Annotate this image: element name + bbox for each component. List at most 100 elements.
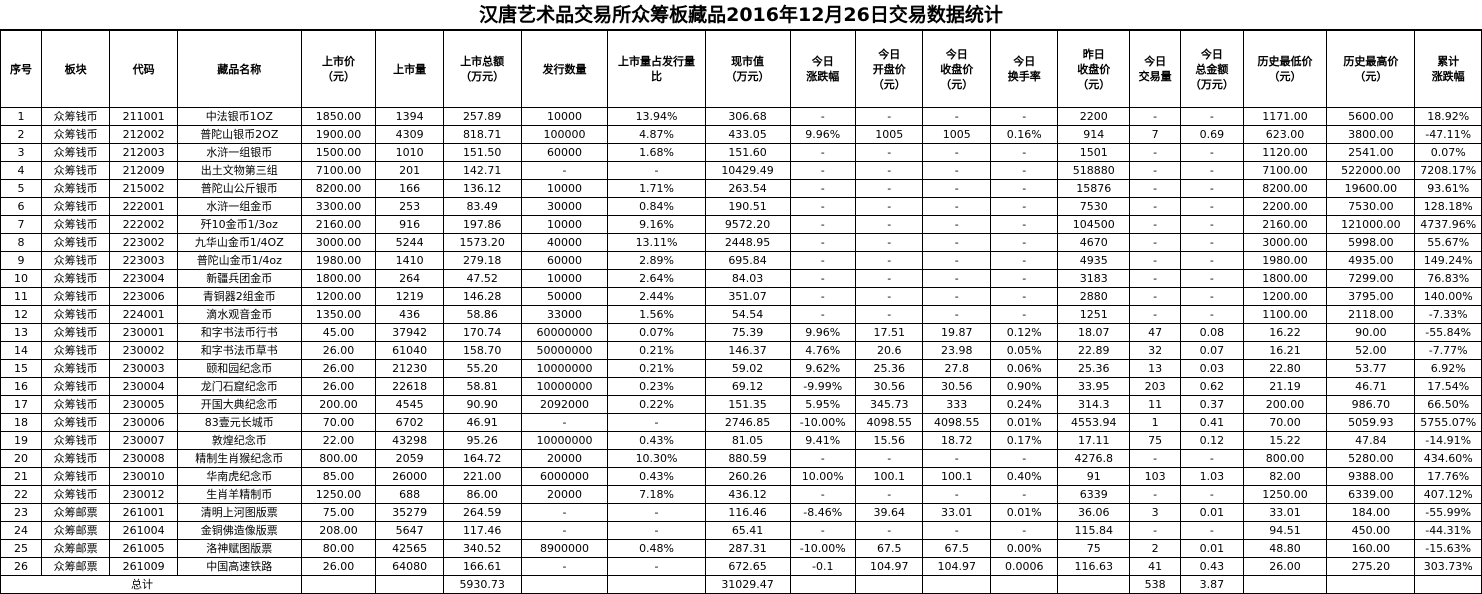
table-cell: 450.00: [1326, 521, 1416, 540]
table-cell: 2118.00: [1326, 305, 1416, 324]
table-cell: 众筹钱币: [40, 179, 111, 198]
table-cell: 30.56: [854, 377, 924, 396]
table-cell: -: [1180, 233, 1244, 252]
table-cell: -55.84%: [1414, 323, 1482, 342]
table-row: 2 众筹钱币 212002 普陀山银币2OZ 1900.00 4309 818.71 1000…: [0, 125, 1482, 144]
table-cell: [1057, 575, 1131, 594]
table-cell: 和字书法币行书: [176, 323, 302, 342]
table-cell: 3300.00: [300, 197, 377, 216]
table-cell: 0.12%: [989, 323, 1059, 342]
table-cell: 1573.20: [442, 233, 522, 252]
table-cell: 116.46: [704, 503, 791, 522]
table-cell: 1200.00: [1242, 287, 1328, 306]
table-cell: 8900000: [520, 539, 609, 558]
table-cell: 华南虎纪念币: [176, 467, 302, 486]
table-cell: 2.89%: [607, 251, 706, 270]
table-cell: 7100.00: [1242, 161, 1328, 180]
column-header: 藏品名称: [176, 30, 302, 108]
table-cell: 0.07%: [1414, 143, 1482, 162]
table-cell: 20: [0, 449, 42, 468]
table-cell: -: [854, 287, 924, 306]
table-cell: -: [789, 305, 856, 324]
table-cell: -: [1180, 287, 1244, 306]
table-cell: 滴水观音金币: [176, 305, 302, 324]
table-cell: -: [922, 161, 991, 180]
table-cell: 8: [0, 233, 42, 252]
column-header: 上市价 （元）: [300, 30, 377, 108]
table-cell: 5: [0, 179, 42, 198]
table-cell: 695.84: [704, 251, 791, 270]
table-cell: 众筹邮票: [40, 557, 111, 576]
table-cell: 1800.00: [1242, 269, 1328, 288]
table-cell: 5755.07%: [1414, 413, 1482, 432]
table-cell: 436: [375, 305, 444, 324]
table-cell: 30000: [520, 197, 609, 216]
table-cell: 433.05: [704, 125, 791, 144]
table-cell: 0.48%: [607, 539, 706, 558]
table-cell: 522000.00: [1326, 161, 1416, 180]
table-cell: 普陀山公斤银币: [176, 179, 302, 198]
table-cell: -: [989, 233, 1059, 252]
table-cell: 25.36: [1057, 359, 1131, 378]
table-cell: 2541.00: [1326, 143, 1416, 162]
table-cell: [1326, 575, 1416, 594]
table-cell: 水浒一组金币: [176, 197, 302, 216]
table-cell: 50000000: [520, 341, 609, 360]
table-cell: 76.83%: [1414, 269, 1482, 288]
table-cell: 4935.00: [1326, 251, 1416, 270]
table-cell: 23: [0, 503, 42, 522]
table-cell: 11: [0, 287, 42, 306]
table-cell: -: [1129, 485, 1182, 504]
table-cell: 1.68%: [607, 143, 706, 162]
table-cell: -: [1180, 161, 1244, 180]
table-cell: 20.6: [854, 341, 924, 360]
table-cell: -: [854, 521, 924, 540]
table-cell: 116.63: [1057, 557, 1131, 576]
column-header: 今日 开盘价 （元）: [854, 30, 924, 108]
table-cell: 4.76%: [789, 341, 856, 360]
table-cell: -8.46%: [789, 503, 856, 522]
table-cell: -: [1129, 161, 1182, 180]
table-row: 8 众筹钱币 223002 九华山金币1/4OZ 3000.00 5244 1573.20 4…: [0, 233, 1482, 252]
table-cell: [1242, 575, 1328, 594]
table-cell: 230007: [109, 431, 178, 450]
table-cell: 93.61%: [1414, 179, 1482, 198]
table-cell: 7100.00: [300, 161, 377, 180]
table-cell: -: [789, 143, 856, 162]
table-cell: -: [789, 107, 856, 126]
table-cell: 33.01: [922, 503, 991, 522]
table-cell: 45.00: [300, 323, 377, 342]
table-cell: 17.51: [854, 323, 924, 342]
table-cell: 9: [0, 251, 42, 270]
table-cell: 2: [1129, 539, 1182, 558]
table-cell: 212009: [109, 161, 178, 180]
table-cell: -: [607, 521, 706, 540]
table-cell: 7208.17%: [1414, 161, 1482, 180]
table-cell: 众筹钱币: [40, 233, 111, 252]
table-cell: 2: [0, 125, 42, 144]
table-cell: 688: [375, 485, 444, 504]
table-cell: 7299.00: [1326, 269, 1416, 288]
table-cell: 434.60%: [1414, 449, 1482, 468]
table-cell: 4.87%: [607, 125, 706, 144]
table-cell: 0.43%: [607, 467, 706, 486]
table-cell: -: [789, 449, 856, 468]
table-cell: 22.80: [1242, 359, 1328, 378]
table-cell: 众筹钱币: [40, 341, 111, 360]
table-cell: [375, 575, 444, 594]
table-cell: 18: [0, 413, 42, 432]
table-cell: 5.95%: [789, 395, 856, 414]
table-cell: 0.05%: [989, 341, 1059, 360]
table-cell: [520, 575, 609, 594]
table-cell: 众筹钱币: [40, 143, 111, 162]
table-cell: 160.00: [1326, 539, 1416, 558]
table-cell: 85.00: [300, 467, 377, 486]
table-cell: 170.74: [442, 323, 522, 342]
table-cell: 5280.00: [1326, 449, 1416, 468]
table-cell: 10.30%: [607, 449, 706, 468]
table-cell: -: [1180, 197, 1244, 216]
table-cell: 26.00: [300, 557, 377, 576]
table-cell: 52.00: [1326, 341, 1416, 360]
table-cell: 223006: [109, 287, 178, 306]
column-header: 上市量: [375, 30, 444, 108]
